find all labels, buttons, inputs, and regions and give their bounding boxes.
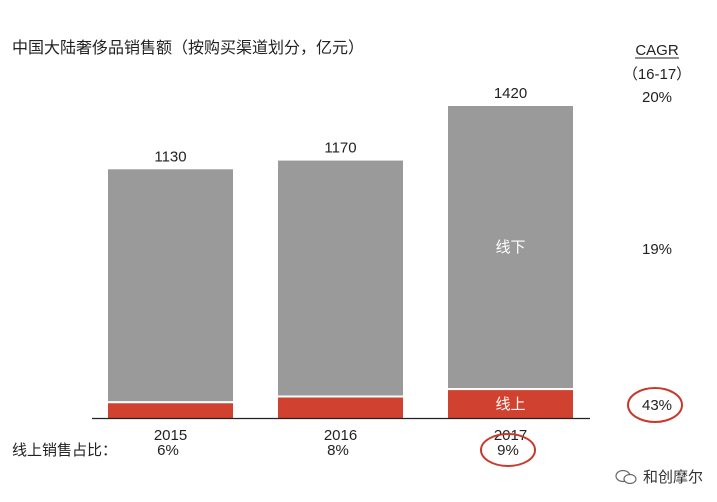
bar-offline-2015 <box>108 169 233 402</box>
cagr-online-highlight-circle <box>627 387 683 423</box>
bar-gap-2017 <box>448 388 573 391</box>
x-tick-2017: 2017 <box>494 427 527 444</box>
watermark: 和创摩尔 <box>615 466 703 487</box>
online-share-2017: 9% <box>497 442 519 459</box>
watermark-text: 和创摩尔 <box>642 469 703 486</box>
bar-gap-2016 <box>278 395 403 398</box>
x-tick-2016: 2016 <box>324 427 357 444</box>
cagr-header: CAGR <box>635 42 679 59</box>
online-share-2016: 8% <box>327 442 349 459</box>
x-tick-2015: 2015 <box>154 427 187 444</box>
cagr-offline: 19% <box>642 241 672 258</box>
cagr-online: 43% <box>642 397 672 414</box>
total-label-2015: 1130 <box>154 148 186 165</box>
bar-gap-2015 <box>108 401 233 404</box>
bar-online-2015 <box>108 403 233 418</box>
bar-online-2016 <box>278 397 403 418</box>
series-label-online: 线上 <box>495 396 525 413</box>
chart-title: 中国大陆奢侈品销售额（按购买渠道划分，亿元） <box>12 40 365 57</box>
total-label-2016: 1170 <box>324 140 356 157</box>
cagr-period: （16-17） <box>623 66 691 83</box>
bar-offline-2016 <box>278 160 403 396</box>
online-share-2015: 6% <box>157 442 179 459</box>
online-share-label: 线上销售占比： <box>12 442 117 459</box>
series-label-offline: 线下 <box>495 239 525 256</box>
bar-offline-2017 <box>448 106 573 389</box>
cagr-total: 20% <box>642 89 672 106</box>
online-share-highlight-circle <box>480 433 536 467</box>
wechat-icon <box>615 469 637 484</box>
total-label-2017: 1420 <box>494 85 527 102</box>
bar-online-2017 <box>448 390 573 418</box>
